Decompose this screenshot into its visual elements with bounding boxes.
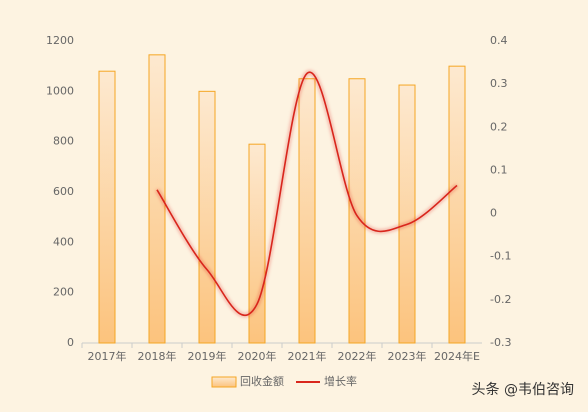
y2-tick-label: 0.3 <box>490 77 508 90</box>
y2-tick-label: -0.2 <box>490 293 511 306</box>
y-tick-label: 800 <box>53 135 74 148</box>
y-tick-label: 1000 <box>46 84 74 97</box>
bar <box>98 70 116 344</box>
x-tick-label: 2017年 <box>88 349 127 363</box>
x-tick-label: 2022年 <box>338 349 377 363</box>
x-tick-label: 2020年 <box>238 349 277 363</box>
y-tick-label: 400 <box>53 235 74 248</box>
y-tick-label: 0 <box>67 336 74 349</box>
y2-tick-label: 0 <box>490 207 497 220</box>
x-tick-label: 2021年 <box>288 349 327 363</box>
bar <box>148 54 166 344</box>
x-tick-label: 2024年E <box>434 349 480 363</box>
y-tick-label: 1200 <box>46 34 74 47</box>
y-tick-label: 200 <box>53 286 74 299</box>
y2-tick-label: 0.1 <box>490 163 508 176</box>
legend-label: 回收金额 <box>240 374 284 388</box>
line <box>156 71 458 316</box>
bar <box>198 90 216 344</box>
watermark: 头条 @韦伯咨询 <box>472 381 574 398</box>
legend-label: 增长率 <box>324 374 357 388</box>
x-tick-label: 2018年 <box>138 349 177 363</box>
y2-tick-label: -0.3 <box>490 336 511 349</box>
y2-tick-label: -0.1 <box>490 250 511 263</box>
y-tick-label: 600 <box>53 185 74 198</box>
legend-swatch <box>211 376 237 388</box>
x-tick-label: 2019年 <box>188 349 227 363</box>
y2-tick-label: 0.2 <box>490 120 508 133</box>
bar <box>348 78 366 344</box>
bar <box>398 84 416 344</box>
bar <box>298 78 316 344</box>
x-tick-label: 2023年 <box>388 349 427 363</box>
bar <box>448 65 466 344</box>
y2-tick-label: 0.4 <box>490 34 508 47</box>
